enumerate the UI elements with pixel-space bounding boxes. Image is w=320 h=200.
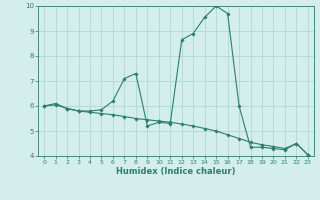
X-axis label: Humidex (Indice chaleur): Humidex (Indice chaleur) bbox=[116, 167, 236, 176]
